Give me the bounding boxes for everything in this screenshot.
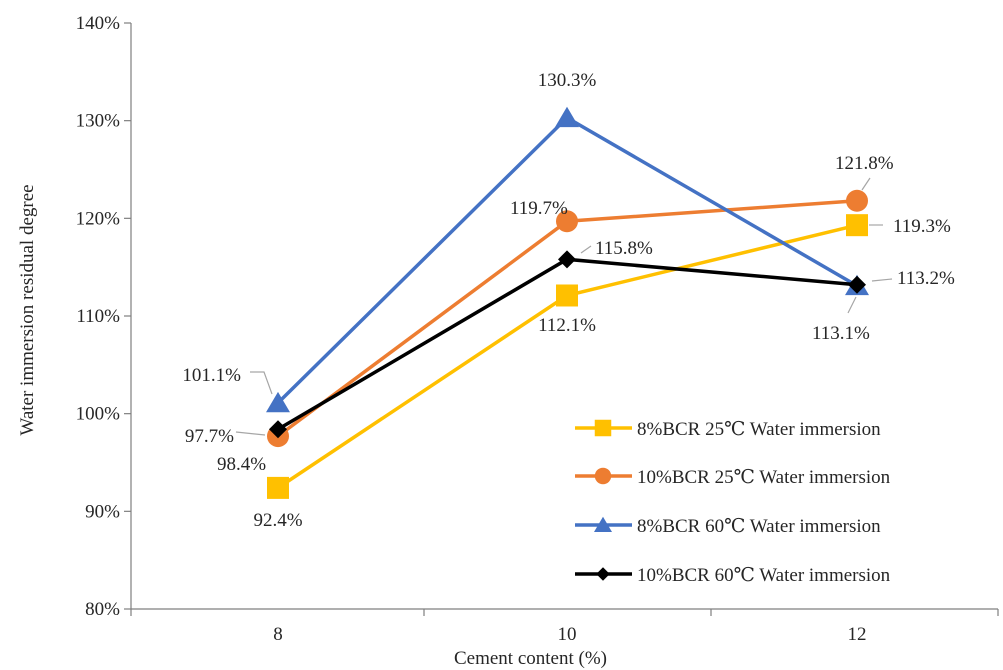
series-1-point: [846, 214, 868, 237]
data-label: 113.2%: [897, 268, 955, 289]
data-label: 113.1%: [812, 323, 870, 344]
y-tick-label: 140%: [76, 13, 121, 34]
y-tick-label: 110%: [76, 306, 120, 327]
chart-axes: 80% 90% 100% 110% 120% 130% 140% 8 10 12 Cement co…: [17, 13, 999, 669]
data-label: 115.8%: [595, 238, 653, 259]
x-tick-label: 10: [558, 624, 577, 645]
data-label-leader: [250, 371, 273, 395]
data-label: 121.8%: [835, 153, 894, 174]
data-label: 101.1%: [182, 365, 241, 386]
series-1-point: [556, 284, 578, 307]
x-tick-label: 12: [848, 624, 867, 645]
series-3-point: [555, 106, 579, 128]
legend-marker-2: [594, 467, 612, 485]
y-tick-label: 130%: [76, 111, 121, 132]
x-axis-title: Cement content (%): [454, 648, 607, 669]
data-label-leader: [235, 431, 266, 436]
legend: 8%BCR 25℃ Water immersion 10%BCR 25℃ Wate…: [575, 419, 891, 586]
data-label: 112.1%: [538, 315, 596, 336]
data-label: 119.7%: [510, 198, 568, 219]
series-3-point: [266, 391, 290, 413]
series-4-point: [269, 420, 287, 439]
data-label: 92.4%: [253, 510, 302, 531]
legend-entry-3: 8%BCR 60℃ Water immersion: [637, 516, 881, 537]
legend-entry-4: 10%BCR 60℃ Water immersion: [637, 565, 891, 586]
legend-marker-3: [594, 516, 612, 533]
data-label: 119.3%: [893, 216, 951, 237]
y-tick-label: 100%: [76, 404, 121, 425]
legend-marker-4: [596, 567, 610, 581]
data-label-leader: [861, 177, 871, 191]
series-1-point: [267, 476, 289, 499]
series-4-point: [558, 250, 576, 269]
data-label: 98.4%: [217, 454, 266, 475]
series-2-point: [846, 189, 868, 212]
y-tick-label: 80%: [85, 599, 120, 620]
data-label-leader: [847, 296, 857, 314]
data-label-leader: [871, 278, 893, 282]
data-label-leader: [580, 245, 592, 254]
data-labels: 92.4% 112.1% 119.3% 97.7% 119.7% 121.8% 101.1%…: [182, 70, 955, 531]
legend-marker-1: [594, 419, 612, 437]
x-tick-label: 8: [273, 624, 283, 645]
legend-entry-1: 8%BCR 25℃ Water immersion: [637, 419, 881, 440]
data-label: 97.7%: [185, 426, 234, 447]
series-4-point: [848, 275, 866, 294]
plot-area: [266, 106, 869, 499]
legend-entry-2: 10%BCR 25℃ Water immersion: [637, 467, 891, 488]
y-axis-title: Water immersion residual degree: [17, 184, 38, 435]
series-2-point: [556, 210, 578, 233]
y-tick-label: 120%: [76, 208, 121, 229]
y-tick-label: 90%: [85, 501, 120, 522]
data-label: 130.3%: [538, 70, 597, 91]
